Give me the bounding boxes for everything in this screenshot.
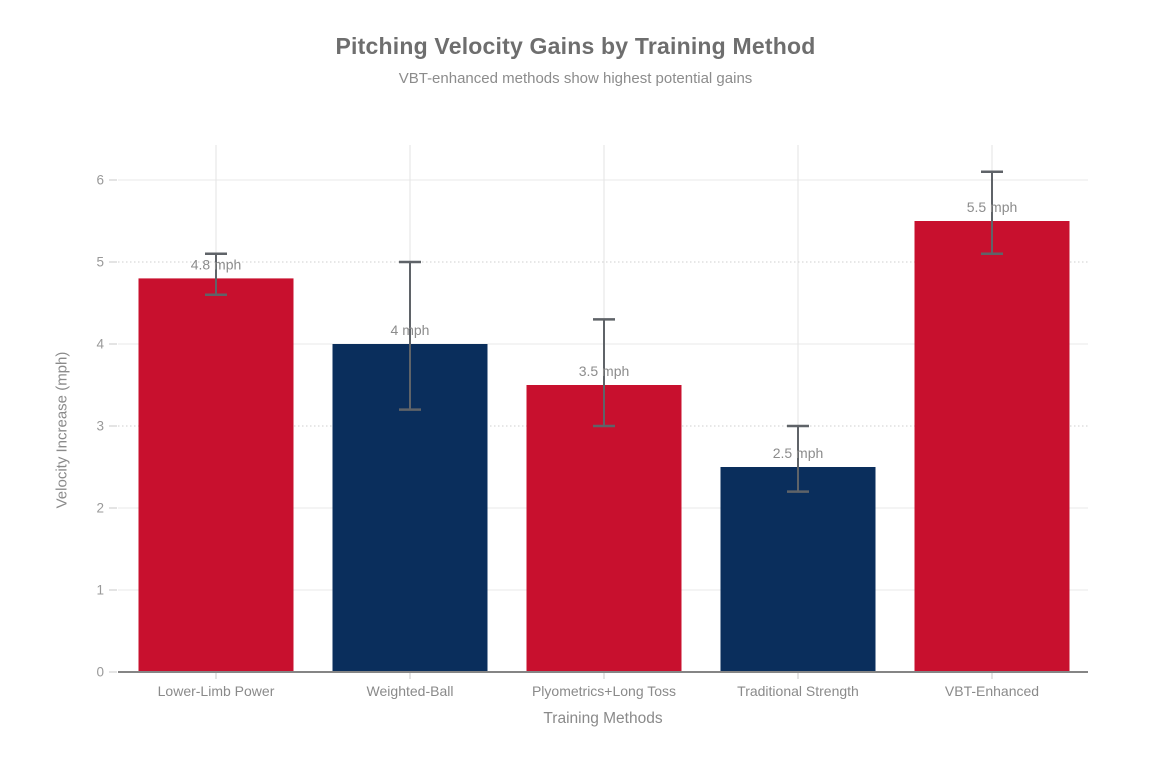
value-label-traditional-strength: 2.5 mph <box>773 445 824 461</box>
chart-subtitle: VBT-enhanced methods show highest potent… <box>398 70 753 87</box>
y-tick-label-6: 6 <box>96 173 104 188</box>
x-tick-label-vbt-enhanced: VBT-Enhanced <box>945 683 1039 699</box>
bar-vbt-enhanced[interactable] <box>914 221 1070 672</box>
value-label-lower-limb-power: 4.8 mph <box>191 256 242 272</box>
bar-plyometrics-long-toss[interactable] <box>526 385 682 672</box>
y-tick-label-0: 0 <box>96 665 104 680</box>
y-tick-label-2: 2 <box>96 501 104 516</box>
y-tick-label-1: 1 <box>96 583 104 598</box>
value-label-vbt-enhanced: 5.5 mph <box>967 199 1018 215</box>
chart-title: Pitching Velocity Gains by Training Meth… <box>335 33 816 59</box>
x-tick-label-lower-limb-power: Lower-Limb Power <box>158 683 275 699</box>
x-tick-label-weighted-ball: Weighted-Ball <box>367 683 454 699</box>
value-label-weighted-ball: 4 mph <box>391 322 430 338</box>
x-tick-label-traditional-strength: Traditional Strength <box>737 683 859 699</box>
x-axis-title: Training Methods <box>543 710 663 727</box>
y-tick-label-4: 4 <box>96 337 104 352</box>
y-tick-label-3: 3 <box>96 419 104 434</box>
bar-lower-limb-power[interactable] <box>138 278 294 672</box>
y-tick-label-5: 5 <box>96 255 104 270</box>
x-tick-label-plyometrics-long-toss: Plyometrics+Long Toss <box>532 683 676 699</box>
bar-traditional-strength[interactable] <box>720 467 876 672</box>
value-label-plyometrics-long-toss: 3.5 mph <box>579 363 630 379</box>
